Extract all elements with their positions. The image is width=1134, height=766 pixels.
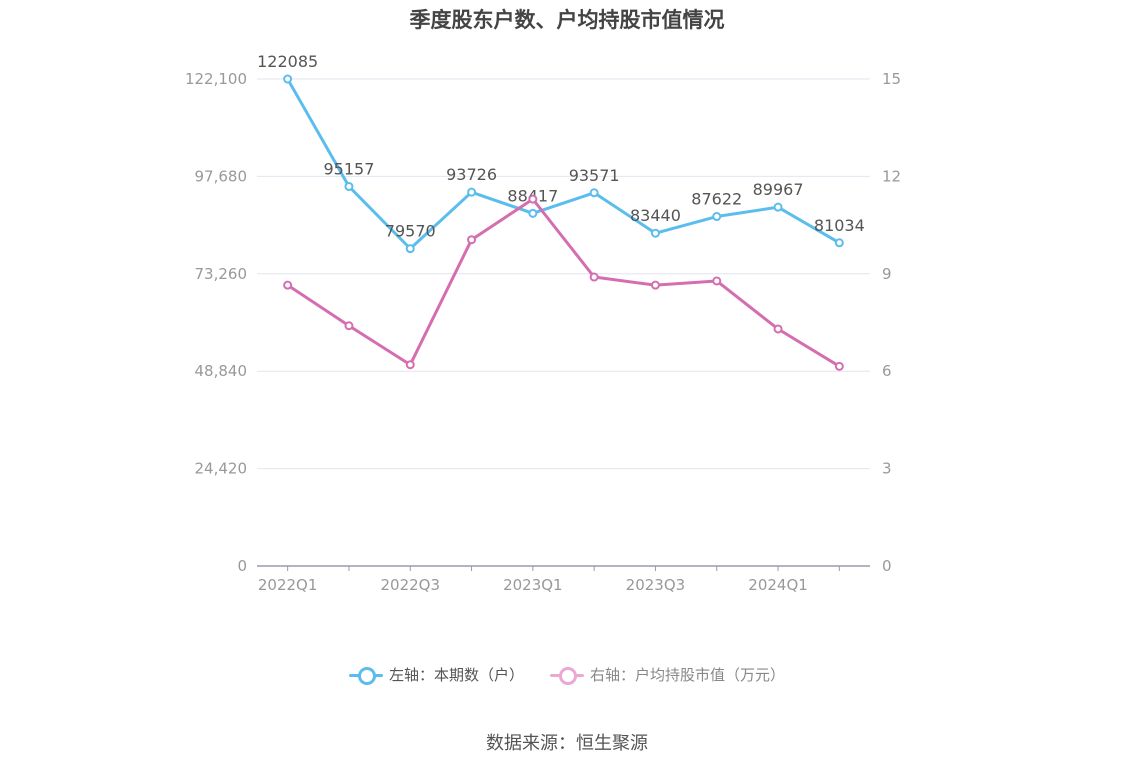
legend-marker-series-1 [348, 665, 383, 685]
data-point-series-2 [344, 321, 354, 331]
y-left-tick-label: 0 [237, 557, 247, 575]
x-tick-label: 2024Q1 [748, 576, 808, 594]
data-point-series-2 [712, 276, 722, 286]
chart-legend: 左轴：本期数（户） 右轴：户均持股市值（万元） [0, 664, 1134, 685]
chart-title: 季度股东户数、户均持股市值情况 [409, 8, 725, 32]
y-right-tick-label: 12 [882, 167, 901, 185]
y-left-tick-label: 122,100 [185, 70, 247, 88]
series-line-1 [286, 78, 841, 251]
x-tick-label: 2022Q3 [380, 576, 440, 594]
y-right-tick-label: 9 [882, 265, 892, 283]
data-label-series-1: 83440 [630, 206, 681, 225]
data-point-series-2 [834, 361, 844, 371]
x-tick-label: 2023Q3 [626, 576, 686, 594]
data-label-series-1: 89967 [753, 180, 804, 199]
data-point-series-2 [773, 324, 783, 334]
y-right-tick-label: 0 [882, 557, 892, 575]
data-label-series-1: 95157 [323, 159, 374, 178]
data-point-series-2 [650, 280, 660, 290]
x-tick-label: 2022Q1 [258, 576, 318, 594]
legend-label-series-2: 右轴：户均持股市值（万元） [590, 666, 786, 684]
y-left-tick-label: 48,840 [195, 362, 248, 380]
y-left-tick-label: 97,680 [195, 167, 248, 185]
x-tick-label: 2023Q1 [503, 576, 563, 594]
legend-label-series-1: 左轴：本期数（户） [388, 666, 524, 684]
y-left-tick-label: 24,420 [195, 460, 248, 478]
y-right-tick-label: 3 [882, 460, 892, 478]
data-point-series-2 [528, 194, 538, 204]
data-point-series-1 [283, 74, 293, 84]
data-point-series-2 [283, 280, 293, 290]
data-source: 数据来源：恒生聚源 [486, 733, 648, 754]
data-point-series-1 [405, 244, 415, 254]
y-right-tick-label: 15 [882, 70, 901, 88]
data-point-series-1 [589, 188, 599, 198]
data-point-series-1 [712, 212, 722, 222]
data-point-series-1 [528, 208, 538, 218]
legend-item-series-2[interactable]: 右轴：户均持股市值（万元） [550, 664, 785, 685]
data-point-series-1 [467, 187, 477, 197]
data-label-series-1: 93571 [569, 166, 620, 185]
data-label-series-1: 87622 [691, 190, 742, 209]
y-left-tick-label: 73,260 [195, 265, 248, 283]
data-label-series-1: 93726 [446, 165, 497, 184]
legend-item-series-1[interactable]: 左轴：本期数（户） [348, 664, 524, 685]
data-label-series-1: 122085 [257, 52, 318, 71]
data-point-series-2 [589, 272, 599, 282]
data-point-series-2 [467, 235, 477, 245]
legend-marker-series-2 [550, 665, 584, 685]
data-label-series-1: 81034 [814, 216, 865, 235]
data-label-series-1: 79570 [385, 222, 436, 241]
data-point-series-1 [834, 238, 844, 248]
y-right-tick-label: 6 [882, 362, 892, 380]
line-chart: 0 0 24,420 3 48,840 6 73,260 9 97,680 12 122,100 15… [185, 52, 901, 594]
data-point-series-2 [405, 360, 415, 370]
data-point-series-1 [344, 181, 354, 191]
data-point-series-1 [773, 202, 783, 212]
series-line-2 [286, 197, 841, 368]
data-point-series-1 [650, 228, 660, 238]
